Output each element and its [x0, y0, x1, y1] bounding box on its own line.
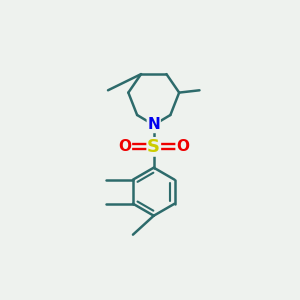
Text: O: O: [118, 140, 131, 154]
Text: N: N: [147, 117, 160, 132]
Text: S: S: [147, 138, 160, 156]
Text: O: O: [176, 140, 189, 154]
